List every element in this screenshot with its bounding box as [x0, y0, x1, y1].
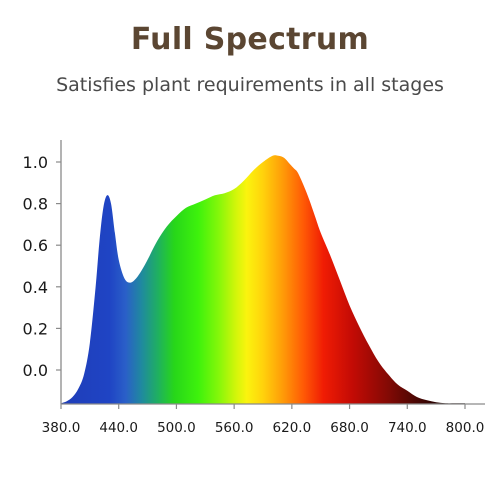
y-tick-label: 0.0 — [23, 361, 48, 380]
x-tick-label: 560.0 — [215, 420, 254, 436]
x-tick-label: 800.0 — [446, 420, 485, 436]
x-tick-label: 440.0 — [99, 420, 138, 436]
spectrum-area — [61, 155, 465, 404]
x-tick-label: 500.0 — [157, 420, 196, 436]
y-tick-label: 0.8 — [23, 195, 48, 214]
y-tick-label: 0.4 — [23, 278, 48, 297]
chart-subtitle: Satisfies plant requirements in all stag… — [56, 74, 444, 96]
y-tick-label: 1.0 — [23, 153, 48, 172]
x-tick-label: 680.0 — [330, 420, 369, 436]
x-tick-label: 740.0 — [388, 420, 427, 436]
x-tick-label: 380.0 — [42, 420, 81, 436]
y-tick-label: 0.2 — [23, 319, 48, 338]
chart-title: Full Spectrum — [130, 22, 370, 57]
y-tick-label: 0.6 — [23, 236, 48, 255]
x-tick-label: 620.0 — [273, 420, 312, 436]
